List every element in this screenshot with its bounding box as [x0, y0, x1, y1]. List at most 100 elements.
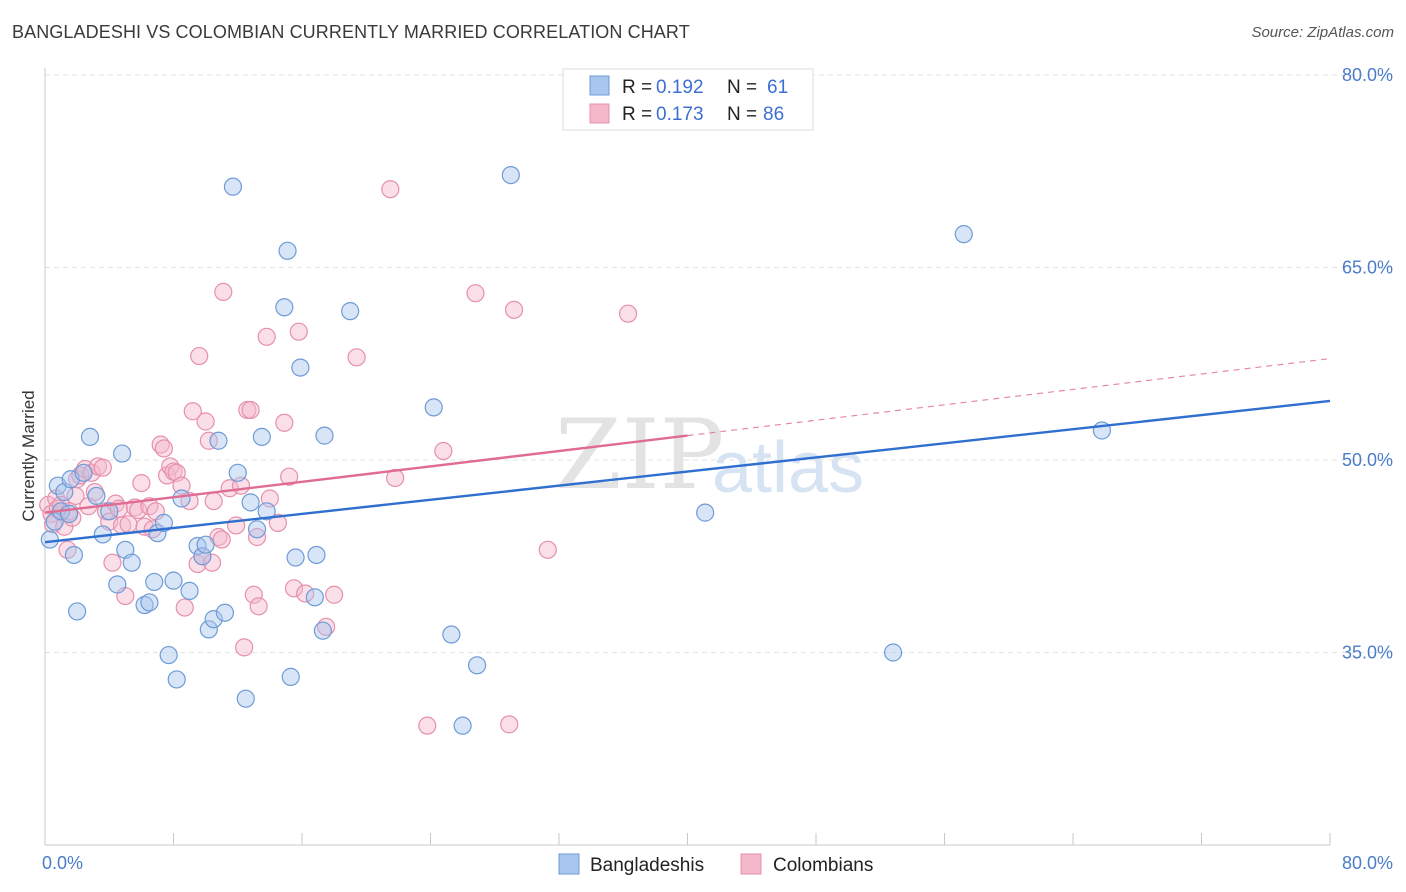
bangladeshi-point — [501, 166, 520, 185]
colombian-point — [538, 540, 557, 559]
colombian-point — [466, 284, 485, 303]
x-tick-max: 80.0% — [1342, 853, 1393, 873]
bangladeshi-point — [442, 625, 461, 644]
y-tick-label: 35.0% — [1342, 643, 1393, 663]
bangladeshi-point — [209, 431, 228, 450]
bangladeshi-point — [424, 398, 443, 417]
x-tick-min: 0.0% — [42, 853, 83, 873]
bangladeshi-point — [154, 513, 173, 532]
bangladeshi-point — [204, 610, 223, 629]
legend-n-value-2: 86 — [763, 104, 784, 125]
legend-n-value-1: 61 — [767, 77, 788, 98]
bangladeshi-point — [315, 426, 334, 445]
bangladeshi-point — [286, 548, 305, 567]
y-axis-label: Currently Married — [19, 390, 38, 521]
bangladeshi-point — [68, 602, 87, 621]
colombian-point — [434, 441, 453, 461]
bottom-legend-bangladeshis: Bangladeshis — [590, 855, 704, 876]
colombian-point — [268, 513, 288, 532]
bangladeshi-point — [252, 427, 271, 446]
bangladeshi-point — [180, 581, 199, 601]
bangladeshi-point — [159, 645, 178, 665]
axes — [44, 68, 1331, 846]
source-label: Source: ZipAtlas.com — [1251, 24, 1394, 41]
bangladeshi-point — [241, 493, 260, 512]
bangladeshi-point — [223, 177, 243, 196]
colombian-point — [418, 716, 437, 735]
legend-r-label-2: R = — [622, 104, 652, 125]
y-tick-label: 50.0% — [1342, 450, 1393, 470]
colombian-point — [500, 715, 519, 734]
bangladeshi-point — [100, 502, 119, 521]
bangladeshi-point — [80, 427, 100, 446]
bangladeshi-point — [199, 620, 218, 639]
bangladeshi-point — [313, 621, 332, 640]
bangladeshi-point — [215, 603, 234, 622]
legend-n-label-1: N = — [727, 77, 757, 98]
trend-line-colombians-extension — [687, 358, 1331, 437]
y-tick-label: 80.0% — [1342, 65, 1393, 85]
legend: R = 0.192 N = 61 R = 0.173 N = 86 — [562, 68, 814, 131]
colombian-point — [296, 584, 315, 603]
colombian-point — [504, 300, 524, 319]
bangladeshi-point — [954, 225, 973, 244]
colombian-point — [172, 476, 191, 495]
colombian-point — [241, 400, 260, 420]
bangladeshi-point — [145, 572, 164, 592]
colombian-point — [325, 585, 344, 604]
bangladeshi-point — [228, 463, 247, 482]
bangladeshi-point — [291, 358, 310, 377]
legend-swatch-blue — [589, 75, 610, 96]
bangladeshi-point — [247, 520, 267, 539]
bangladeshi-point — [257, 502, 276, 521]
bangladeshi-point — [307, 545, 326, 565]
bangladeshi-point — [883, 643, 903, 662]
colombian-point — [257, 327, 276, 346]
bangladeshi-point — [87, 486, 106, 506]
colombian-point — [289, 322, 308, 341]
colombian-point — [618, 304, 638, 323]
y-tick-label: 65.0% — [1342, 258, 1393, 278]
trend-line-bangladeshis — [44, 399, 1331, 544]
bottom-legend-swatch-blue — [558, 853, 580, 875]
bangladeshi-point — [305, 588, 324, 607]
colombian-point — [175, 598, 194, 617]
bangladeshi-point — [64, 545, 84, 565]
watermark-zip: ZIP — [555, 399, 724, 511]
colombian-point — [220, 479, 239, 498]
colombian-point — [202, 553, 222, 572]
bangladeshi-point — [281, 667, 300, 686]
bangladeshi-point — [278, 241, 297, 260]
bangladeshi-point — [467, 656, 487, 675]
colombian-point — [199, 431, 218, 450]
trend-lines — [44, 358, 1331, 544]
bangladeshi-point — [172, 489, 191, 508]
colombian-point — [244, 585, 263, 604]
legend-r-value-2: 0.173 — [656, 104, 704, 125]
colombian-point — [183, 402, 202, 421]
colombian-point — [347, 348, 366, 367]
colombian-point — [154, 439, 173, 458]
bangladeshi-point — [341, 302, 360, 321]
colombian-point — [132, 474, 151, 493]
bottom-legend: Bangladeshis Colombians — [558, 853, 873, 876]
colombian-point — [212, 530, 231, 549]
colombian-point — [196, 412, 215, 431]
bangladeshi-point — [112, 444, 132, 463]
bangladeshi-point — [122, 553, 141, 572]
bangladeshi-point — [40, 530, 59, 549]
bottom-legend-swatch-pink — [740, 853, 762, 875]
bangladeshi-point — [696, 503, 715, 522]
legend-swatch-pink — [589, 103, 610, 124]
bangladeshi-point — [74, 463, 93, 482]
legend-r-value-1: 0.192 — [656, 77, 704, 98]
legend-r-label-1: R = — [622, 77, 652, 98]
gridlines — [45, 74, 1393, 653]
colombian-point — [275, 413, 294, 432]
colombian-point — [103, 553, 122, 572]
colombian-point — [280, 467, 299, 486]
bangladeshi-point — [140, 593, 159, 612]
colombian-point — [235, 638, 254, 657]
bangladeshi-point — [135, 595, 154, 615]
legend-n-label-2: N = — [727, 104, 757, 125]
